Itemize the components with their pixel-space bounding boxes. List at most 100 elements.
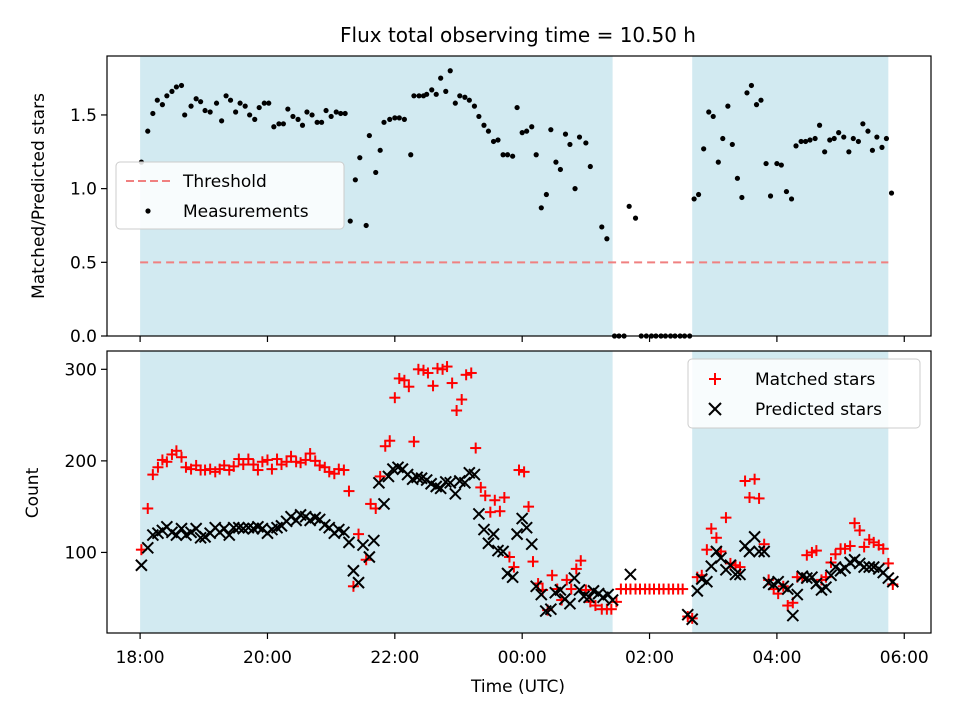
predicted-star-point: [337, 526, 351, 539]
matched-star-point: [829, 548, 841, 560]
predicted-star-point: [525, 537, 538, 551]
measurement-point: [495, 137, 501, 143]
predicted-star-point: [554, 583, 567, 597]
matched-star-point: [384, 435, 396, 447]
predicted-star-point: [232, 521, 246, 534]
matched-star-point: [701, 544, 713, 556]
measurement-point: [342, 110, 348, 117]
measurement-point: [744, 90, 750, 96]
predicted-star-point: [184, 526, 198, 539]
predicted-star-point: [781, 582, 794, 596]
top-panel: 0.0 0.5 1.0 1.5 Matched/Predicted stars Thr…: [29, 55, 932, 347]
matched-star-point: [353, 528, 365, 540]
predicted-star-point: [805, 570, 819, 584]
measurement-point: [433, 91, 439, 97]
measurement-point: [452, 100, 458, 106]
matched-star-point: [724, 557, 736, 569]
measurement-point: [242, 103, 248, 109]
predicted-star-point: [444, 476, 457, 490]
predicted-star-point: [535, 588, 548, 601]
matched-star-point: [228, 460, 240, 472]
top-x-ticks: [139, 336, 905, 342]
predicted-star-point: [382, 470, 395, 483]
predicted-star-point: [729, 568, 742, 581]
matched-star-point: [393, 372, 405, 384]
bottom-y-tick-label: 100: [65, 543, 97, 563]
measurement-point: [812, 135, 818, 142]
measurement-point: [836, 130, 842, 136]
top-shaded-interval: [692, 56, 889, 336]
matched-star-point: [441, 361, 453, 373]
measurement-point: [485, 128, 492, 134]
predicted-star-point: [449, 487, 462, 501]
measurement-point: [290, 113, 296, 120]
measurement-point: [691, 196, 697, 202]
top-measurement-points: [138, 68, 895, 339]
measurement-point: [706, 109, 712, 115]
measurement-point: [734, 175, 741, 181]
measurement-point: [599, 224, 605, 230]
measurement-point: [261, 100, 267, 106]
measurement-point: [822, 149, 828, 155]
legend-threshold-label: Threshold: [182, 172, 267, 192]
predicted-star-point: [733, 568, 747, 581]
matched-star-point: [142, 502, 154, 514]
bottom-shaded-interval: [140, 351, 613, 633]
measurement-point: [562, 131, 569, 137]
matched-star-point: [170, 445, 182, 457]
measurement-point: [846, 149, 852, 155]
matched-star-point: [605, 603, 617, 615]
predicted-star-point: [372, 476, 386, 490]
predicted-star-point: [284, 510, 298, 523]
measurement-point: [198, 99, 204, 105]
top-axes-frame: [106, 55, 932, 337]
matched-star-point: [451, 405, 463, 417]
measurement-point: [701, 146, 707, 152]
measurement-point: [276, 121, 282, 127]
measurement-point: [583, 140, 589, 146]
legend-measurements-swatch: [145, 208, 151, 214]
x-tick-label: 00:00: [498, 648, 547, 668]
measurement-point: [304, 109, 310, 115]
matched-star-point: [610, 596, 622, 608]
measurement-point: [533, 152, 539, 158]
measurement-point: [793, 143, 799, 149]
predicted-star-point: [848, 553, 861, 566]
matched-star-point: [314, 459, 326, 471]
matched-star-point: [343, 485, 355, 497]
matched-star-point: [446, 377, 458, 389]
measurement-point: [424, 91, 430, 97]
predicted-star-point: [468, 468, 481, 481]
predicted-star-point: [520, 521, 533, 534]
predicted-star-point: [363, 550, 376, 564]
predicted-star-point: [573, 583, 586, 597]
matched-star-point: [261, 454, 273, 466]
predicted-star-point: [791, 588, 804, 601]
top-legend: Threshold Measurements: [115, 161, 345, 230]
measurement-point: [748, 82, 755, 89]
measurement-point: [219, 118, 225, 124]
matched-star-point: [810, 545, 822, 557]
predicted-star-point: [857, 560, 871, 574]
measurement-point: [774, 160, 780, 167]
matched-star-point: [877, 543, 889, 555]
predicted-star-point: [356, 538, 370, 552]
predicted-star-point: [223, 528, 236, 542]
matched-star-point: [498, 491, 510, 503]
measurement-point: [798, 138, 804, 145]
measurement-point: [411, 93, 417, 99]
matched-star-point: [705, 523, 717, 535]
measurement-point: [883, 135, 890, 142]
measurement-point: [604, 236, 610, 242]
measurement-point: [538, 205, 544, 211]
bottom-legend-box: [687, 358, 921, 429]
measurement-point: [233, 109, 239, 115]
measurement-point: [328, 113, 334, 120]
measurement-point: [237, 100, 243, 106]
measurement-point: [295, 116, 301, 122]
measurement-point: [377, 147, 383, 153]
measurement-point: [256, 104, 262, 111]
measurement-point: [753, 102, 760, 108]
measurement-point: [443, 88, 449, 94]
predicted-star-point: [786, 609, 800, 622]
